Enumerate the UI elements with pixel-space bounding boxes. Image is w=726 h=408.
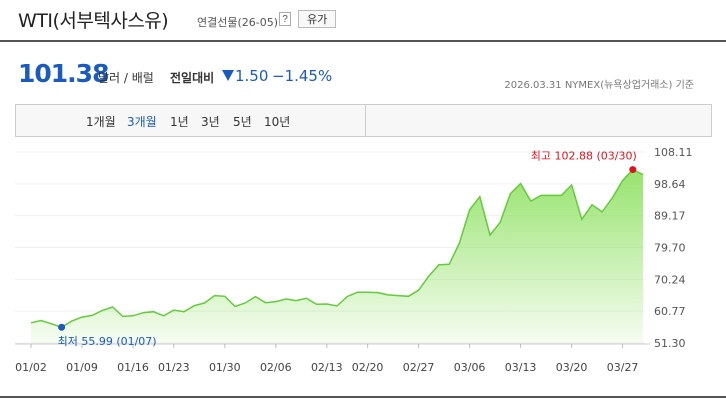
- x-tick-label: 01/09: [66, 361, 98, 374]
- x-tick-label: 03/20: [556, 361, 588, 374]
- x-tick-label: 01/23: [158, 361, 190, 374]
- low-point: [58, 323, 66, 331]
- x-tick-label: 02/20: [352, 361, 384, 374]
- help-button[interactable]: ?: [279, 12, 291, 26]
- x-tick-label: 02/06: [260, 361, 292, 374]
- down-arrow: [222, 70, 234, 81]
- y-tick-label: 51.30: [654, 337, 686, 350]
- change-label: 전일대비: [170, 71, 215, 85]
- source: 2026.03.31 NYMEX(뉴욕상업거래소) 기준: [504, 80, 694, 91]
- change-percent: −1.45%: [272, 67, 333, 85]
- x-tick-label: 03/13: [505, 361, 537, 374]
- y-tick-label: 60.77: [654, 305, 686, 318]
- y-tick-label: 79.70: [654, 242, 686, 255]
- period-tab[interactable]: 1개월: [86, 115, 116, 129]
- period-tab[interactable]: 3년: [201, 115, 220, 129]
- price: 101.38: [18, 59, 109, 88]
- period-tab[interactable]: 10년: [264, 115, 291, 129]
- category-button[interactable]: 유가: [298, 10, 337, 28]
- x-tick-label: 01/02: [15, 361, 47, 374]
- x-tick-label: 01/30: [209, 361, 241, 374]
- header: WTI(서부텍사스유) 연결선물(26-05) ? 유가: [0, 0, 726, 42]
- x-tick-label: 03/06: [454, 361, 486, 374]
- period-tab[interactable]: 5년: [233, 115, 252, 129]
- unit: 달러 / 배럴: [98, 71, 154, 85]
- x-tick-label: 02/27: [403, 361, 435, 374]
- title: WTI(서부텍사스유): [18, 10, 169, 32]
- x-tick-label: 02/13: [311, 361, 343, 374]
- x-tick-label: 03/27: [607, 361, 639, 374]
- divider: [365, 105, 366, 136]
- area-fill: [31, 169, 643, 343]
- period-tabs: 1개월 3개월 1년 3년 5년 10년: [15, 104, 712, 137]
- y-tick-label: 70.24: [654, 273, 686, 286]
- line: [30, 168, 644, 329]
- y-tick-label: 98.64: [654, 178, 686, 191]
- subtitle: 연결선물(26-05): [197, 16, 279, 29]
- high-point: [629, 166, 637, 174]
- chart: 108.11 98.64 89.17 79.70 70.24 60.77 51.30 01/0…: [15, 146, 693, 374]
- period-tab[interactable]: 3개월: [127, 115, 157, 129]
- period-tab[interactable]: 1년: [170, 115, 189, 129]
- low-label: 최저 55.99 (01/07): [58, 335, 157, 348]
- change: 1.50: [235, 67, 269, 85]
- x-tick-label: 01/16: [117, 361, 149, 374]
- high-label: 최고 102.88 (03/30): [531, 150, 637, 163]
- y-tick-label: 108.11: [654, 146, 693, 159]
- footer-rule: [0, 396, 726, 398]
- y-tick-label: 89.17: [654, 210, 686, 223]
